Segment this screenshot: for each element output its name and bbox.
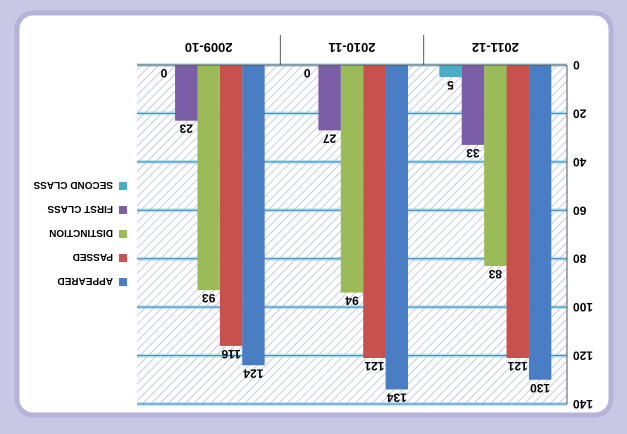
bar bbox=[439, 65, 462, 78]
bar bbox=[506, 65, 529, 358]
bar bbox=[363, 65, 386, 358]
x-tick-label: 2010-11 bbox=[329, 40, 376, 55]
data-label: 23 bbox=[179, 122, 193, 136]
bar bbox=[484, 65, 507, 266]
bar bbox=[219, 65, 243, 346]
data-label: 33 bbox=[466, 146, 480, 160]
x-tick-label: 2009-10 bbox=[185, 40, 233, 55]
y-axis: 0 20 40 60 80 100 120 140 bbox=[137, 58, 593, 411]
legend-swatch bbox=[119, 182, 127, 190]
data-label: 0 bbox=[304, 66, 311, 80]
legend-swatch bbox=[119, 230, 127, 238]
bar bbox=[528, 65, 552, 380]
data-label: 121 bbox=[364, 359, 384, 373]
data-label: 94 bbox=[345, 294, 359, 308]
legend-label: SECOND CLASS bbox=[33, 179, 113, 190]
y-tick-label: 0 bbox=[573, 58, 580, 72]
y-tick-label: 40 bbox=[573, 155, 587, 169]
x-axis: 2011-12 2010-11 2009-10 bbox=[185, 35, 519, 65]
data-label: 27 bbox=[323, 131, 337, 145]
y-tick-label: 60 bbox=[573, 203, 587, 217]
legend-label: DISTINCTION bbox=[49, 227, 113, 238]
bar bbox=[242, 65, 265, 366]
data-label: 130 bbox=[530, 381, 550, 395]
data-label: 5 bbox=[447, 78, 454, 92]
legend-swatch bbox=[119, 278, 127, 286]
bar bbox=[461, 65, 485, 145]
legend-label: PASSED bbox=[73, 251, 113, 262]
data-label: 0 bbox=[160, 66, 167, 80]
data-label: 121 bbox=[507, 359, 527, 373]
y-tick-label: 120 bbox=[573, 349, 593, 363]
legend-swatch bbox=[119, 254, 127, 262]
legend: APPEARED PASSED DISTINCTION FIRST CLASS SECO… bbox=[33, 179, 127, 286]
bar bbox=[318, 65, 341, 131]
data-label: 124 bbox=[243, 366, 263, 380]
bar bbox=[197, 65, 220, 291]
y-tick-label: 140 bbox=[573, 397, 593, 411]
bar bbox=[175, 65, 198, 121]
y-tick-label: 80 bbox=[573, 252, 587, 266]
y-tick-label: 20 bbox=[573, 106, 587, 120]
data-label: 93 bbox=[202, 291, 216, 305]
data-label: 83 bbox=[488, 267, 502, 281]
bars bbox=[175, 65, 552, 390]
legend-label: APPEARED bbox=[57, 275, 113, 286]
y-tick-label: 100 bbox=[573, 300, 593, 314]
bar bbox=[385, 65, 408, 390]
data-label: 116 bbox=[221, 347, 241, 361]
legend-swatch bbox=[119, 206, 127, 214]
legend-label: FIRST CLASS bbox=[47, 203, 113, 214]
data-label: 134 bbox=[386, 390, 406, 404]
x-tick-label: 2011-12 bbox=[472, 40, 519, 55]
bar bbox=[340, 65, 364, 293]
